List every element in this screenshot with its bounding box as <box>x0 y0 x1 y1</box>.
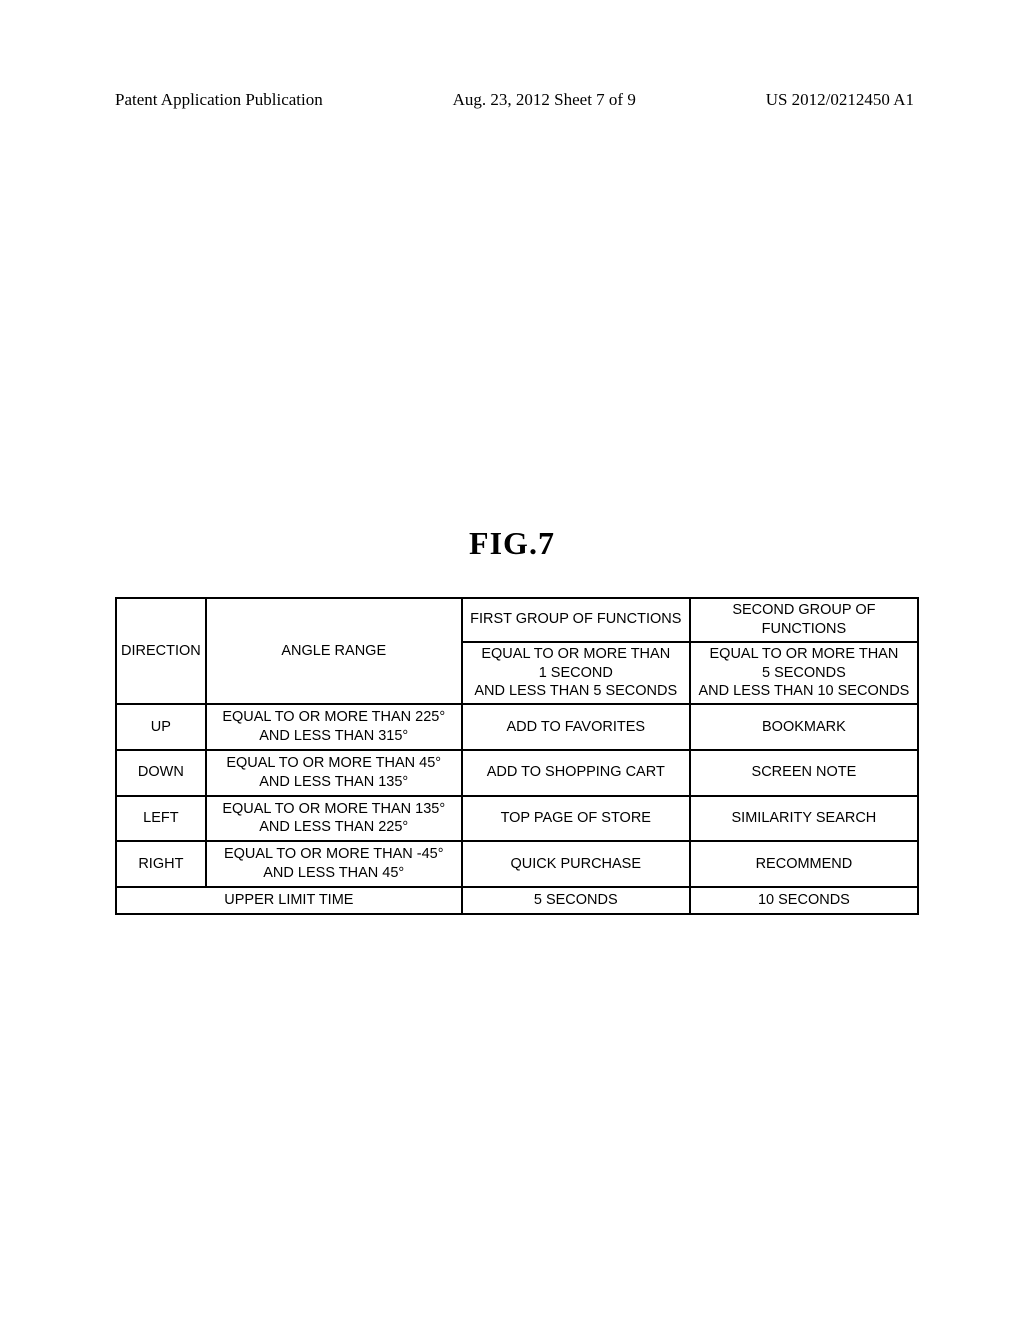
group1-sub-line2: 1 SECOND <box>539 665 613 681</box>
table-header-row-1: DIRECTION ANGLE RANGE FIRST GROUP OF FUN… <box>116 598 918 642</box>
table-container: DIRECTION ANGLE RANGE FIRST GROUP OF FUN… <box>115 597 919 915</box>
header-left: Patent Application Publication <box>115 90 323 110</box>
table-footer-row: UPPER LIMIT TIME 5 SECONDS 10 SECONDS <box>116 887 918 914</box>
cell-group2: SCREEN NOTE <box>690 750 918 796</box>
table-row: DOWN EQUAL TO OR MORE THAN 45° AND LESS … <box>116 750 918 796</box>
cell-group1: ADD TO FAVORITES <box>462 704 690 750</box>
footer-label: UPPER LIMIT TIME <box>116 887 462 914</box>
angle-line2: AND LESS THAN 225° <box>259 819 408 835</box>
cell-angle-range: EQUAL TO OR MORE THAN -45° AND LESS THAN… <box>206 841 462 887</box>
angle-line1: EQUAL TO OR MORE THAN 135° <box>222 801 445 817</box>
header-center: Aug. 23, 2012 Sheet 7 of 9 <box>453 90 636 110</box>
cell-angle-range: EQUAL TO OR MORE THAN 135° AND LESS THAN… <box>206 796 462 842</box>
footer-group1: 5 SECONDS <box>462 887 690 914</box>
table-row: LEFT EQUAL TO OR MORE THAN 135° AND LESS… <box>116 796 918 842</box>
header-angle-range: ANGLE RANGE <box>206 598 462 704</box>
cell-group2: RECOMMEND <box>690 841 918 887</box>
cell-direction: LEFT <box>116 796 206 842</box>
header-direction: DIRECTION <box>116 598 206 704</box>
footer-group2: 10 SECONDS <box>690 887 918 914</box>
cell-group2: BOOKMARK <box>690 704 918 750</box>
functions-table: DIRECTION ANGLE RANGE FIRST GROUP OF FUN… <box>115 597 919 915</box>
cell-group1: QUICK PURCHASE <box>462 841 690 887</box>
angle-line1: EQUAL TO OR MORE THAN -45° <box>224 846 444 862</box>
page-header: Patent Application Publication Aug. 23, … <box>0 0 1024 110</box>
angle-line2: AND LESS THAN 315° <box>259 728 408 744</box>
group1-sub-line1: EQUAL TO OR MORE THAN <box>481 646 670 662</box>
header-group2-subtitle: EQUAL TO OR MORE THAN 5 SECONDS AND LESS… <box>690 642 918 705</box>
group2-sub-line1: EQUAL TO OR MORE THAN <box>710 646 899 662</box>
cell-angle-range: EQUAL TO OR MORE THAN 45° AND LESS THAN … <box>206 750 462 796</box>
figure-label: FIG.7 <box>0 525 1024 562</box>
cell-direction: UP <box>116 704 206 750</box>
group2-sub-line2: 5 SECONDS <box>762 665 846 681</box>
group2-sub-line3: AND LESS THAN 10 SECONDS <box>698 683 909 699</box>
angle-line1: EQUAL TO OR MORE THAN 225° <box>222 709 445 725</box>
group1-sub-line3: AND LESS THAN 5 SECONDS <box>474 683 677 699</box>
header-group1-subtitle: EQUAL TO OR MORE THAN 1 SECOND AND LESS … <box>462 642 690 705</box>
cell-group1: TOP PAGE OF STORE <box>462 796 690 842</box>
angle-line2: AND LESS THAN 45° <box>263 865 404 881</box>
table-row: RIGHT EQUAL TO OR MORE THAN -45° AND LES… <box>116 841 918 887</box>
header-group2-title: SECOND GROUP OF FUNCTIONS <box>690 598 918 642</box>
angle-line2: AND LESS THAN 135° <box>259 774 408 790</box>
cell-group1: ADD TO SHOPPING CART <box>462 750 690 796</box>
header-right: US 2012/0212450 A1 <box>766 90 914 110</box>
table-row: UP EQUAL TO OR MORE THAN 225° AND LESS T… <box>116 704 918 750</box>
header-group1-title: FIRST GROUP OF FUNCTIONS <box>462 598 690 642</box>
cell-direction: RIGHT <box>116 841 206 887</box>
angle-line1: EQUAL TO OR MORE THAN 45° <box>226 755 441 771</box>
cell-group2: SIMILARITY SEARCH <box>690 796 918 842</box>
cell-direction: DOWN <box>116 750 206 796</box>
cell-angle-range: EQUAL TO OR MORE THAN 225° AND LESS THAN… <box>206 704 462 750</box>
